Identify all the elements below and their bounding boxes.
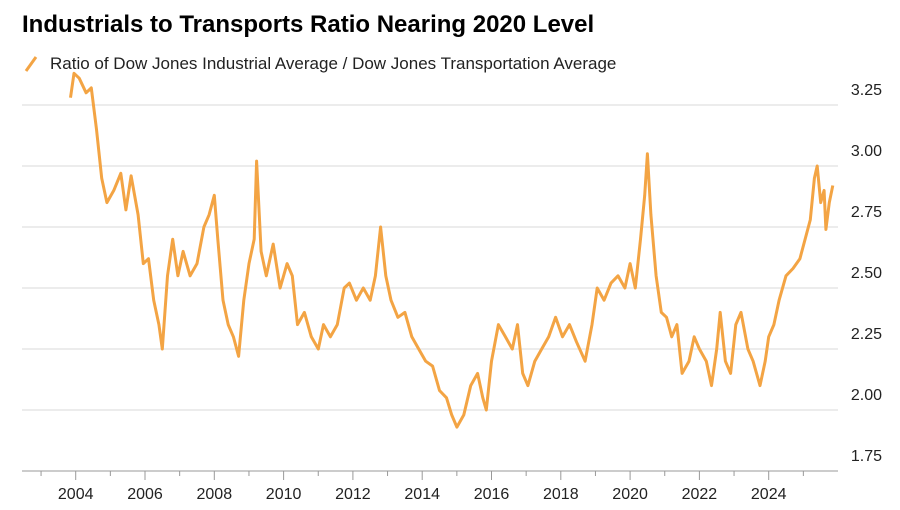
x-tick-label: 2024 (751, 486, 787, 503)
x-tick-label: 2016 (474, 486, 510, 503)
x-tick-label: 2012 (335, 486, 371, 503)
x-tick-label: 2022 (682, 486, 718, 503)
x-tick-label: 2018 (543, 486, 579, 503)
y-tick-label: 2.75 (851, 204, 882, 221)
x-tick-label: 2008 (197, 486, 233, 503)
legend-label: Ratio of Dow Jones Industrial Average / … (50, 54, 616, 73)
data-line (69, 71, 835, 429)
y-tick-label: 2.00 (851, 387, 882, 404)
x-tick-label: 2006 (127, 486, 163, 503)
chart-title: Industrials to Transports Ratio Nearing … (22, 11, 594, 38)
x-tick-label: 2014 (404, 486, 440, 503)
y-tick-label: 3.00 (851, 143, 882, 160)
legend-swatch (24, 56, 38, 72)
x-tick-label: 2010 (266, 486, 302, 503)
x-tick-label: 2004 (58, 486, 94, 503)
y-tick-label: 1.75 (851, 448, 882, 465)
x-tick-label: 2020 (612, 486, 648, 503)
y-tick-label: 3.25 (851, 82, 882, 99)
y-tick-label: 2.50 (851, 265, 882, 282)
y-tick-label: 2.25 (851, 326, 882, 343)
